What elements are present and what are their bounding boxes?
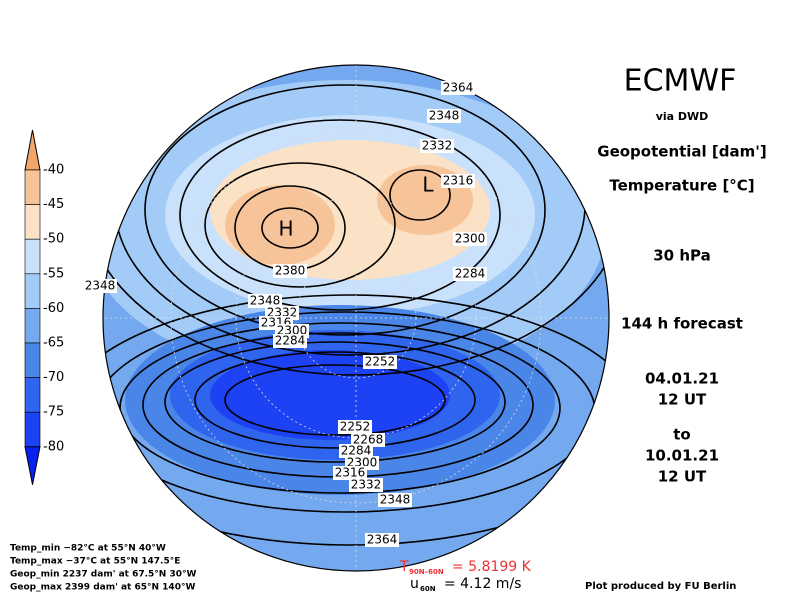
t-value: = 5.8199 K [452, 559, 532, 575]
contour-label-bg [273, 264, 307, 278]
globe-outline [102, 64, 610, 572]
contour-label-bg [351, 433, 385, 447]
field: Geopotential [dam'] [597, 143, 766, 161]
contour-label: 2252 [365, 355, 396, 369]
contour-label-bg [333, 466, 367, 480]
contour-label: 2364 [367, 533, 398, 547]
colorbar-label: -50 [43, 232, 64, 247]
contour-label-bg [349, 478, 383, 492]
colorbar-label: -40 [43, 163, 64, 178]
forecast: 144 h forecast [621, 315, 743, 333]
stat-line: Geop_min 2237 dam' at 67.5°N 30°W [10, 570, 196, 580]
colorbar-band [24, 308, 41, 344]
contour-label-bg [441, 174, 475, 188]
stat-line: Temp_max −37°C at 55°N 147.5°E [10, 557, 180, 567]
contour-label-bg [338, 420, 372, 434]
contour-label: 2348 [250, 294, 281, 308]
colorbar-band [24, 204, 41, 240]
contour-label-bg [248, 294, 282, 308]
valid-time: 12 UT [658, 468, 707, 486]
contour-label: 2284 [455, 267, 486, 281]
contour-label: 2348 [85, 279, 116, 293]
source: via DWD [656, 110, 709, 123]
contour-label-bg [273, 334, 307, 348]
contour-label: 2348 [380, 493, 411, 507]
contour-label-bg [453, 232, 487, 246]
t-sub: 90N–60N [409, 568, 444, 576]
contour-label: 2268 [353, 433, 384, 447]
colorbar-band [24, 238, 41, 275]
contour-label: 2380 [275, 264, 306, 278]
colorbar-band [24, 169, 41, 205]
field: Temperature [°C] [609, 177, 754, 195]
title: ECMWF [624, 64, 737, 99]
t-symbol: T [399, 559, 409, 575]
init-date: 04.01.21 [645, 370, 719, 388]
colorbar-label: -60 [43, 301, 64, 316]
colorbar-band [24, 342, 41, 378]
u-value: = 4.12 m/s [444, 576, 521, 592]
colorbar-label: -55 [43, 266, 64, 281]
contour-label-bg [453, 267, 487, 281]
u-symbol: u [410, 576, 419, 592]
colorbar-arrow [24, 129, 41, 171]
stat-line: Temp_min −82°C at 55°N 40°W [10, 544, 166, 554]
contour-label: 2316 [335, 466, 366, 480]
contour-label: 2300 [455, 232, 486, 246]
contour-label: 2364 [443, 81, 474, 95]
colorbar-label: -45 [43, 197, 64, 212]
high-marker: H [278, 217, 293, 241]
stat-line: Geop_max 2399 dam' at 65°N 140°W [10, 583, 195, 593]
low-marker: L [422, 173, 434, 197]
contour-label-bg [378, 493, 412, 507]
contour-label-bg [339, 444, 373, 458]
contour-label-bg [365, 533, 399, 547]
contour-label-bg [363, 355, 397, 369]
contour-label: 2316 [443, 174, 474, 188]
contour-label-bg [83, 279, 117, 293]
colorbar-label: -70 [43, 370, 64, 385]
contour-label: 2332 [422, 139, 453, 153]
contour-label-bg [441, 81, 475, 95]
contour-label: 2332 [351, 478, 382, 492]
credit: Plot produced by FU Berlin [585, 581, 736, 592]
colorbar-label: -65 [43, 336, 64, 351]
init-time: 12 UT [658, 391, 707, 409]
valid-date: 10.01.21 [645, 447, 719, 465]
to: to [673, 426, 690, 444]
colorbar-arrow [24, 446, 41, 485]
colorbar-band [24, 411, 41, 448]
map [103, 65, 609, 571]
colorbar-band [24, 377, 41, 413]
contour-label-bg [427, 109, 461, 123]
contour-label-bg [420, 139, 454, 153]
contour-label: 2284 [275, 334, 306, 348]
contour-label: 2348 [429, 109, 460, 123]
colorbar-label: -75 [43, 405, 64, 420]
level: 30 hPa [653, 247, 711, 265]
contour-label: 2284 [341, 444, 372, 458]
contour-label: 2252 [340, 420, 371, 434]
u-sub: 60N [420, 585, 436, 593]
colorbar-label: -80 [43, 439, 64, 454]
colorbar-band [24, 273, 41, 309]
